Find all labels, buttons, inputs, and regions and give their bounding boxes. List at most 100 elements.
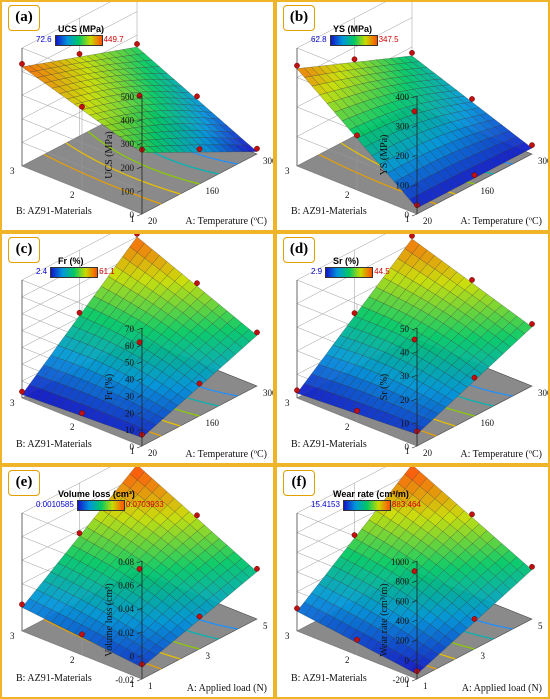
y-tick-label: 2 xyxy=(345,190,350,200)
x-tick-label: 160 xyxy=(481,418,495,428)
chart-panel: -0.02 0 0.02 0.04 0.06 0.08 Volume loss (cm³) 1… xyxy=(0,465,275,699)
y-tick-label: 1 xyxy=(130,446,135,456)
x-tick-label: 1 xyxy=(148,681,153,691)
z-tick-label: 50 xyxy=(125,358,135,368)
colorbar-gradient xyxy=(54,35,103,46)
y-axis-label: B: AZ91-Materials xyxy=(291,673,367,684)
z-tick-label: 0 xyxy=(130,651,135,661)
x-tick-label: 3 xyxy=(206,651,211,661)
z-tick-label: 60 xyxy=(125,341,135,351)
y-tick-label: 2 xyxy=(70,190,75,200)
z-tick-label: 20 xyxy=(125,408,135,418)
colorbar-max: 883.464 xyxy=(391,500,421,509)
z-tick-label: 800 xyxy=(396,577,410,587)
surface-plot: 0 100 200 300 400 500 UCS (MPa) 20 160 300 1 2 3 A: T… xyxy=(10,2,273,227)
z-tick-label: 0 xyxy=(405,210,410,220)
chart-panel: 0 100 200 300 400 500 UCS (MPa) 20 160 300 1 2 3 A: T… xyxy=(0,0,275,232)
y-tick-label: 3 xyxy=(10,398,15,408)
z-axis-label: Sr (%) xyxy=(379,374,390,400)
colorbar-gradient xyxy=(50,267,99,278)
x-tick-label: 20 xyxy=(423,448,433,458)
z-tick-label: 400 xyxy=(121,116,135,126)
x-tick-label: 3 xyxy=(481,651,486,661)
colorbar-gradient xyxy=(325,267,374,278)
z-tick-label: 30 xyxy=(400,371,410,381)
z-tick-label: 0.04 xyxy=(118,604,134,614)
colorbar-max: 0.0703933 xyxy=(125,500,164,509)
z-tick-label: 200 xyxy=(396,151,410,161)
x-tick-label: 20 xyxy=(148,216,158,226)
z-tick-label: 10 xyxy=(125,425,135,435)
colorbar-title: Fr (%) xyxy=(58,256,84,266)
z-tick-label: 10 xyxy=(400,418,410,428)
surface-plot: 0 100 200 300 400 YS (MPa) 20 160 300 1 2 3 A: Tempe… xyxy=(285,2,548,227)
colorbar-title: Sr (%) xyxy=(333,256,360,266)
chart-panel: 0 10 20 30 40 50 60 70 Fr (%) 20 160 300 1 2 3 A: Tempe… xyxy=(0,232,275,465)
colorbar-gradient xyxy=(76,500,125,511)
colorbar-min: 15.4153 xyxy=(311,500,340,509)
panel-label: (d) xyxy=(283,237,315,263)
z-tick-label: 0.02 xyxy=(118,628,134,638)
x-tick-label: 300 xyxy=(263,388,273,398)
z-tick-label: -200 xyxy=(393,675,410,685)
z-tick-label: 200 xyxy=(121,163,135,173)
colorbar-legend: YS (MPa) 62.8 347.5 xyxy=(311,24,521,46)
z-tick-label: -0.02 xyxy=(115,675,134,685)
panel-label: (f) xyxy=(283,470,315,496)
y-tick-label: 2 xyxy=(70,422,75,432)
colorbar-max: 347.5 xyxy=(378,35,399,44)
y-axis-label: B: AZ91-Materials xyxy=(16,673,92,684)
z-tick-label: 0.06 xyxy=(118,581,134,591)
chart-panel: 0 100 200 300 400 YS (MPa) 20 160 300 1 2 3 A: Tempe… xyxy=(275,0,550,232)
x-tick-label: 20 xyxy=(148,448,158,458)
colorbar-min: 0.0010585 xyxy=(36,500,74,509)
x-axis-label: A: Temperature (ºC) xyxy=(185,216,267,227)
colorbar-title: Volume loss (cm³) xyxy=(58,489,135,499)
z-tick-label: 300 xyxy=(396,122,410,132)
z-tick-label: 400 xyxy=(396,92,410,102)
z-axis-label: YS (MPa) xyxy=(379,135,390,176)
x-tick-label: 1 xyxy=(423,681,428,691)
z-tick-label: 40 xyxy=(400,348,410,358)
colorbar-legend: Wear rate (cm³/m) 15.4153 883.464 xyxy=(311,489,521,511)
colorbar-max: 61.1 xyxy=(99,267,115,276)
x-tick-label: 160 xyxy=(481,186,495,196)
y-tick-label: 1 xyxy=(130,214,135,224)
x-axis-label: A: Applied load (N) xyxy=(462,683,542,694)
x-tick-label: 5 xyxy=(263,621,268,631)
z-tick-label: 400 xyxy=(396,616,410,626)
y-tick-label: 2 xyxy=(70,655,75,665)
y-axis-label: B: AZ91-Materials xyxy=(16,206,92,217)
colorbar-max: 44.5 xyxy=(374,267,390,276)
y-axis-label: B: AZ91-Materials xyxy=(291,206,367,217)
y-tick-label: 3 xyxy=(285,166,290,176)
z-tick-label: 100 xyxy=(396,181,410,191)
chart-panel: -200 0 200 400 600 800 1000 Wear rate (cm³/m) 1 3… xyxy=(275,465,550,699)
z-axis-label: Wear rate (cm³/m) xyxy=(379,583,390,656)
z-tick-label: 200 xyxy=(396,636,410,646)
y-tick-label: 3 xyxy=(285,631,290,641)
colorbar-legend: UCS (MPa) 72.6 449.7 xyxy=(36,24,246,46)
colorbar-min: 62.8 xyxy=(311,35,327,44)
x-axis-label: A: Applied load (N) xyxy=(187,683,267,694)
y-tick-label: 1 xyxy=(405,679,410,689)
colorbar-title: Wear rate (cm³/m) xyxy=(333,489,409,499)
colorbar-max: 449.7 xyxy=(103,35,124,44)
panel-label: (e) xyxy=(8,470,40,496)
y-tick-label: 1 xyxy=(405,214,410,224)
colorbar-min: 72.6 xyxy=(36,35,52,44)
z-tick-label: 20 xyxy=(400,395,410,405)
x-tick-label: 5 xyxy=(538,621,543,631)
z-tick-label: 300 xyxy=(121,139,135,149)
z-tick-label: 0 xyxy=(130,210,135,220)
surface-plot: 0 10 20 30 40 50 Sr (%) 20 160 300 1 2 3 A: Temperatu… xyxy=(285,234,548,460)
z-tick-label: 0 xyxy=(405,442,410,452)
z-tick-label: 0.08 xyxy=(118,557,134,567)
x-tick-label: 300 xyxy=(538,156,548,166)
y-tick-label: 3 xyxy=(10,631,15,641)
colorbar-legend: Sr (%) 2.9 44.5 xyxy=(311,256,521,278)
colorbar-legend: Volume loss (cm³) 0.0010585 0.0703933 xyxy=(36,489,246,511)
y-tick-label: 2 xyxy=(345,655,350,665)
surface-plot: 0 10 20 30 40 50 60 70 Fr (%) 20 160 300 1 2 3 A: Tempe… xyxy=(10,234,273,460)
